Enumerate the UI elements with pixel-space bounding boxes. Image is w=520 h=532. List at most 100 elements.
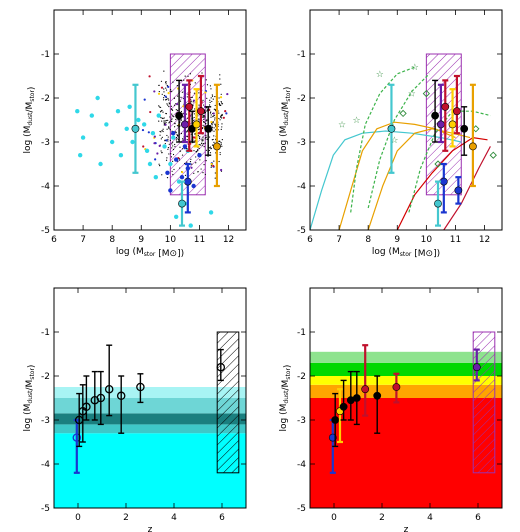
density-dot	[171, 147, 173, 149]
band-0	[310, 398, 502, 508]
density-dot	[206, 110, 208, 112]
colored-dot	[154, 158, 157, 161]
density-dot	[158, 163, 160, 165]
density-dot	[210, 166, 212, 168]
density-dot	[170, 153, 172, 155]
errorbar-point	[131, 124, 140, 133]
colored-dot	[141, 128, 145, 132]
density-dot	[174, 146, 176, 148]
errorbar-point	[181, 120, 189, 129]
density-dot	[193, 116, 195, 119]
density-dot	[176, 95, 179, 97]
density-dot	[221, 139, 223, 141]
density-dot	[168, 99, 170, 101]
errorbar-point	[192, 120, 201, 129]
density-dot	[202, 114, 204, 117]
density-dot	[220, 128, 222, 130]
density-dot	[200, 168, 202, 170]
density-dot	[176, 85, 178, 87]
density-dot	[214, 108, 217, 111]
density-dot	[213, 127, 215, 129]
errorbar-point	[96, 393, 106, 403]
density-dot	[160, 138, 162, 140]
errorbar-point	[178, 199, 186, 208]
density-dot	[220, 116, 222, 118]
density-dot	[201, 144, 203, 146]
cyan-point	[156, 113, 161, 118]
density-dot	[198, 96, 200, 98]
blue-point	[182, 144, 188, 149]
errorbar-point	[213, 142, 221, 151]
density-dot	[161, 136, 163, 138]
errorbar-point	[387, 124, 396, 133]
cyan-point	[208, 210, 214, 215]
y-tick-label: -1	[297, 50, 306, 60]
density-dot	[213, 160, 215, 162]
density-dot	[205, 160, 207, 162]
cyan-point	[136, 117, 141, 123]
density-dot	[199, 144, 201, 146]
star-marker: ☆	[411, 63, 419, 73]
density-dot	[211, 94, 213, 96]
colored-dot	[147, 131, 150, 134]
density-dot	[214, 104, 216, 107]
density-dot	[204, 142, 206, 144]
density-dot	[166, 103, 168, 105]
density-dot	[211, 124, 213, 126]
density-dot	[184, 75, 186, 77]
blue-point	[191, 183, 196, 189]
errorbar-point	[472, 363, 481, 372]
density-dot	[219, 104, 222, 106]
y-tick-label: -5	[297, 226, 306, 236]
density-dot	[202, 104, 205, 106]
x-tick-label: 0	[331, 513, 337, 523]
density-dot	[220, 142, 222, 144]
density-dot	[165, 83, 167, 85]
density-dot	[169, 128, 171, 131]
cyan-point	[188, 223, 193, 228]
density-dot	[171, 109, 174, 111]
density-dot	[213, 114, 215, 117]
density-dot	[218, 140, 220, 142]
density-dot	[172, 145, 174, 147]
density-dot	[221, 145, 223, 147]
cyan-point	[80, 135, 86, 140]
density-dot	[182, 138, 184, 140]
density-dot	[186, 130, 188, 132]
errorbar-point	[175, 111, 183, 120]
x-tick-label: 6	[219, 513, 225, 523]
density-dot	[177, 135, 179, 137]
density-dot	[219, 78, 221, 80]
x-axis-title: z	[404, 525, 409, 532]
y-axis-title: log (Mdust/Mstor)	[279, 87, 293, 154]
density-dot	[186, 139, 188, 141]
model-curve-1	[338, 121, 456, 230]
cyan-point	[150, 131, 156, 136]
colored-dot	[142, 145, 145, 148]
y-tick-label: -5	[41, 504, 50, 514]
density-dot	[208, 149, 210, 152]
density-dot	[219, 119, 221, 121]
errorbar-point	[104, 384, 114, 394]
x-tick-label: 4	[427, 513, 433, 523]
density-dot	[210, 97, 212, 99]
density-dot	[167, 140, 169, 142]
plot-frame	[53, 9, 247, 231]
density-dot	[167, 97, 169, 100]
colored-dot	[158, 144, 161, 148]
density-dot	[165, 87, 167, 89]
density-dot	[187, 75, 189, 77]
plot-frame	[53, 287, 247, 509]
density-dot	[160, 150, 162, 152]
density-dot	[163, 70, 165, 72]
band-2	[54, 413, 246, 425]
band-0	[54, 433, 246, 508]
density-dot	[185, 113, 188, 115]
y-tick-label: -4	[41, 182, 50, 192]
y-tick-label: -4	[41, 460, 50, 470]
density-dot	[206, 97, 208, 99]
density-dot	[194, 133, 196, 135]
x-tick-label: 12	[223, 235, 234, 245]
density-dot	[162, 97, 165, 99]
